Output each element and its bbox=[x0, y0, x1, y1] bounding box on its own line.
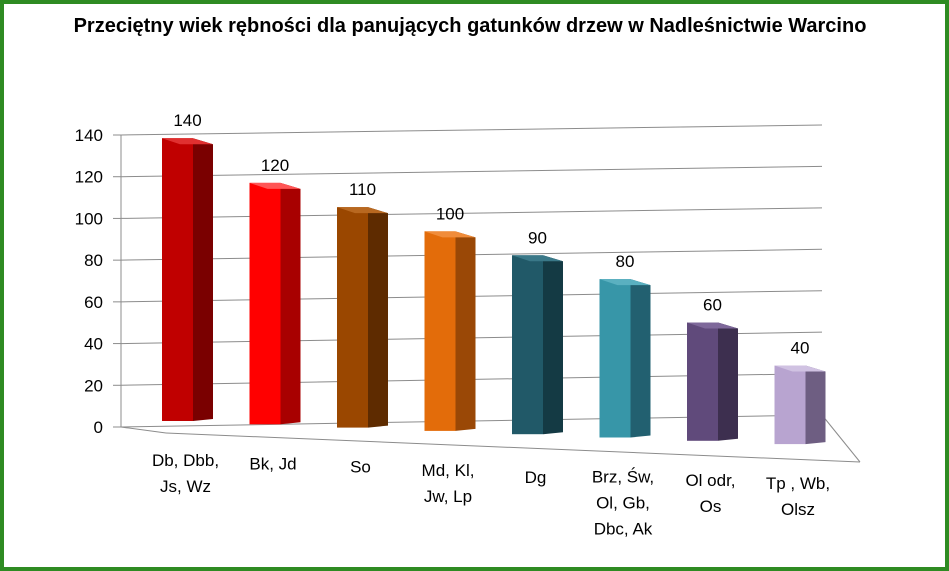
bar-front bbox=[162, 138, 193, 421]
bar-top bbox=[424, 231, 476, 238]
bar-top bbox=[162, 138, 213, 145]
floor-right-edge bbox=[821, 414, 861, 463]
bar-front bbox=[424, 231, 456, 431]
x-tick-label: Js, Wz bbox=[160, 477, 211, 496]
y-tick-label: 120 bbox=[75, 168, 103, 187]
y-tick-label: 0 bbox=[94, 418, 103, 437]
y-tick-label: 40 bbox=[84, 335, 103, 354]
floor-left-edge bbox=[120, 426, 167, 434]
bar-top bbox=[249, 182, 301, 189]
bar-top bbox=[512, 255, 563, 262]
data-label: 120 bbox=[261, 156, 289, 175]
bar-front bbox=[512, 255, 543, 435]
x-tick-label: Bk, Jd bbox=[249, 454, 296, 473]
x-axis-line bbox=[165, 432, 861, 463]
chart-title: Przeciętny wiek rębności dla panujących … bbox=[73, 15, 867, 37]
x-tick-label: Db, Dbb, bbox=[152, 451, 219, 470]
bar-front bbox=[599, 279, 631, 438]
bar-side bbox=[630, 279, 651, 438]
data-label: 80 bbox=[616, 252, 635, 271]
bar-front bbox=[774, 365, 806, 445]
bar-top bbox=[774, 365, 826, 372]
x-tick-label: Dbc, Ak bbox=[594, 520, 653, 539]
bar-side bbox=[193, 138, 213, 421]
bar-top bbox=[599, 279, 651, 286]
y-tick-label: 20 bbox=[84, 376, 103, 395]
y-tick-label: 100 bbox=[75, 209, 103, 228]
bar-side bbox=[718, 322, 738, 441]
y-tick-label: 140 bbox=[75, 126, 103, 145]
y-tick-label: 60 bbox=[84, 293, 103, 312]
y-tick-label: 80 bbox=[84, 251, 103, 270]
bar-side bbox=[280, 182, 301, 425]
bar-side bbox=[543, 255, 563, 435]
x-tick-label: Os bbox=[700, 497, 722, 516]
x-tick-label: Dg bbox=[525, 468, 547, 487]
bar-side bbox=[368, 207, 388, 428]
bar-front bbox=[337, 207, 368, 428]
gridline bbox=[120, 165, 823, 178]
x-tick-label: Brz, Św, bbox=[592, 468, 654, 487]
data-label: 100 bbox=[436, 204, 464, 223]
data-label: 140 bbox=[173, 111, 201, 130]
x-tick-label: Md, Kl, bbox=[422, 461, 475, 480]
data-label: 40 bbox=[791, 339, 810, 358]
gridline bbox=[120, 124, 823, 136]
x-tick-label: Jw, Lp bbox=[424, 487, 472, 506]
x-tick-label: Ol, Gb, bbox=[596, 494, 650, 513]
bar-front bbox=[687, 322, 718, 441]
bar-side bbox=[805, 365, 826, 445]
data-label: 60 bbox=[703, 296, 722, 315]
x-tick-label: So bbox=[350, 458, 371, 477]
data-label: 110 bbox=[349, 180, 376, 199]
bar-side bbox=[455, 231, 476, 431]
x-tick-label: Tp , Wb, bbox=[766, 474, 830, 493]
bar-top bbox=[687, 322, 738, 329]
bar-top bbox=[337, 207, 388, 214]
bar-front bbox=[249, 182, 281, 425]
gridline bbox=[120, 207, 823, 219]
x-tick-label: Ol odr, bbox=[685, 471, 735, 490]
x-tick-label: Olsz bbox=[781, 500, 815, 519]
data-label: 90 bbox=[528, 228, 547, 247]
